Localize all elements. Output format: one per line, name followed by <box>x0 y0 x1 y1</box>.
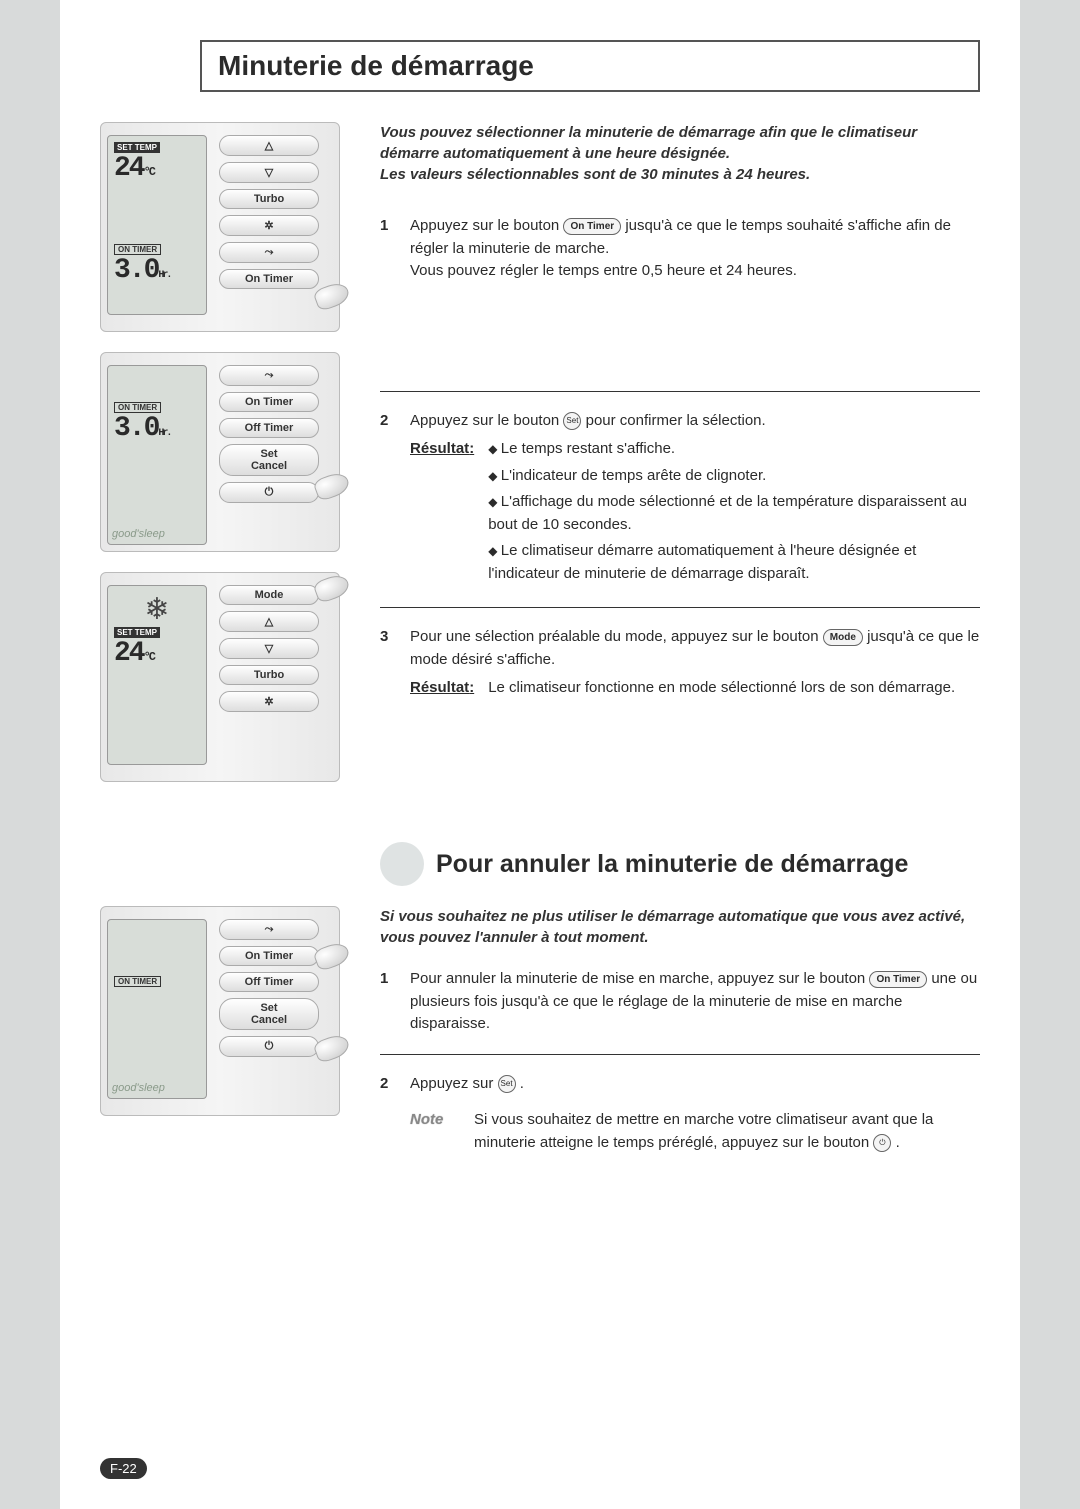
step-3: 3 Pour une sélection préalable du mode, … <box>380 616 980 710</box>
step-2: 2 Appuyez sur le bouton Set pour confirm… <box>380 400 980 600</box>
set-cancel-button: Set Cancel <box>219 998 319 1030</box>
on-timer-label: ON TIMER <box>114 402 161 413</box>
swing-button: ⤳ <box>219 365 319 386</box>
on-timer-inline-button: On Timer <box>563 218 621 235</box>
power-button: ⏻ <box>219 1036 319 1057</box>
set-inline-button: Set <box>498 1075 516 1093</box>
mode-inline-button: Mode <box>823 629 863 646</box>
step-1: 1 Appuyez sur le bouton On Timer jusqu'à… <box>380 205 980 293</box>
finger-pointer-icon <box>312 470 351 502</box>
divider <box>380 391 980 392</box>
off-timer-button: Off Timer <box>219 418 319 438</box>
title-box: Minuterie de démarrage <box>200 40 980 92</box>
set-temp-label: SET TEMP <box>114 627 160 638</box>
power-button: ⏻ <box>219 482 319 503</box>
finger-pointer-icon <box>312 280 351 312</box>
intro-text: Vous pouvez sélectionner la minuterie de… <box>380 122 980 185</box>
cancel-intro-text: Si vous souhaitez ne plus utiliser le dé… <box>380 906 980 948</box>
set-inline-button: Set <box>563 412 581 430</box>
subtitle: Pour annuler la minuterie de démarrage <box>436 850 908 879</box>
turbo-button: Turbo <box>219 189 319 209</box>
result-list: Le temps restant s'affiche. L'indicateur… <box>488 438 980 589</box>
on-timer-button: On Timer <box>219 946 319 966</box>
on-timer-label: ON TIMER <box>114 976 161 987</box>
finger-pointer-icon <box>312 572 351 604</box>
on-timer-button: On Timer <box>219 269 319 289</box>
remote-figure-4: ON TIMER good'sleep ⤳ On Timer Off Timer… <box>100 906 340 1116</box>
up-button: △ <box>219 611 319 632</box>
subtitle-row: Pour annuler la minuterie de démarrage <box>380 842 980 886</box>
on-timer-label: ON TIMER <box>114 244 161 255</box>
circle-decoration-icon <box>380 842 424 886</box>
note-label: Note <box>410 1109 460 1154</box>
left-illustrations: SET TEMP 24°C ON TIMER 3.0Hr. △ ▽ Turbo … <box>100 122 350 802</box>
swing-button: ⤳ <box>219 919 319 940</box>
instructions-column: Vous pouvez sélectionner la minuterie de… <box>380 122 980 710</box>
fan-button: ✲ <box>219 691 319 712</box>
cancel-step-1: 1 Pour annuler la minuterie de mise en m… <box>380 968 980 1046</box>
cancel-step-2: 2 Appuyez sur Set . Note Si vous souhait… <box>380 1063 980 1165</box>
down-button: ▽ <box>219 638 319 659</box>
set-cancel-button: Set Cancel <box>219 444 319 476</box>
up-button: △ <box>219 135 319 156</box>
remote-figure-3: ❄ SET TEMP 24°C Mode △ ▽ Turbo ✲ <box>100 572 340 782</box>
snowflake-icon: ❄ <box>114 592 200 627</box>
on-timer-inline-button: On Timer <box>869 971 927 988</box>
page-number: F-22 <box>100 1458 147 1479</box>
down-button: ▽ <box>219 162 319 183</box>
divider <box>380 1054 980 1055</box>
power-inline-button: ⏻ <box>873 1134 891 1152</box>
finger-pointer-icon <box>312 940 351 972</box>
off-timer-button: Off Timer <box>219 972 319 992</box>
good-sleep-label: good'sleep <box>112 1082 165 1094</box>
set-temp-label: SET TEMP <box>114 142 160 153</box>
remote-figure-2: ON TIMER 3.0Hr. good'sleep ⤳ On Timer Of… <box>100 352 340 552</box>
good-sleep-label: good'sleep <box>112 528 165 540</box>
fan-button: ✲ <box>219 215 319 236</box>
finger-pointer-icon <box>312 1032 351 1064</box>
swing-button: ⤳ <box>219 242 319 263</box>
divider <box>380 607 980 608</box>
on-timer-button: On Timer <box>219 392 319 412</box>
page-title: Minuterie de démarrage <box>218 50 962 82</box>
remote-figure-1: SET TEMP 24°C ON TIMER 3.0Hr. △ ▽ Turbo … <box>100 122 340 332</box>
mode-button: Mode <box>219 585 319 605</box>
turbo-button: Turbo <box>219 665 319 685</box>
